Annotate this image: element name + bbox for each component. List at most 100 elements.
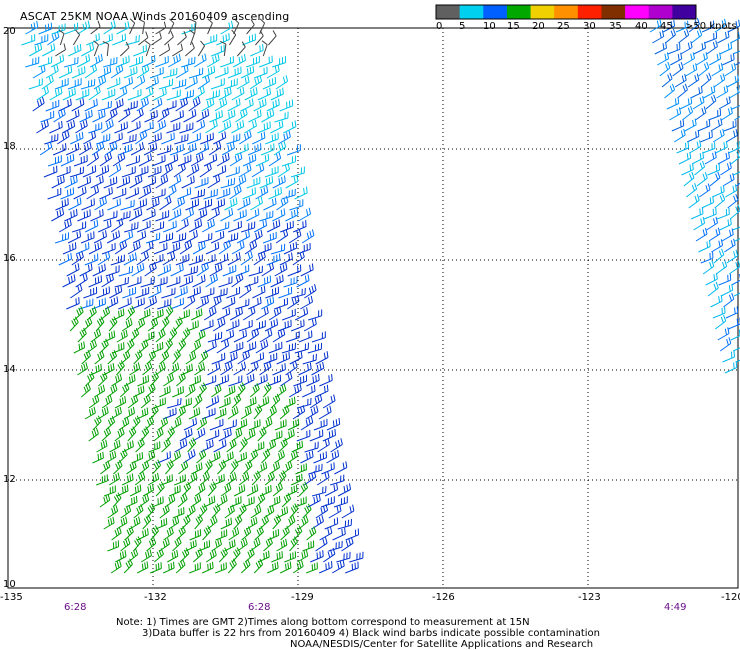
wind-barb: [209, 451, 221, 464]
note-line-1: Note: 1) Times are GMT 2)Times along bot…: [116, 617, 530, 628]
wind-barb: [175, 64, 189, 79]
wind-barb: [231, 547, 241, 563]
wind-barb: [69, 316, 79, 332]
wind-barb: [123, 252, 137, 266]
wind-barb: [66, 109, 80, 123]
wind-barb: [320, 496, 335, 508]
wind-barb: [328, 540, 343, 552]
wind-barb: [39, 140, 53, 156]
wind-barb: [238, 471, 250, 486]
wind-barb: [210, 230, 225, 244]
wind-barb: [216, 33, 230, 46]
wind-barb: [84, 406, 96, 420]
wind-barb: [124, 374, 136, 387]
wind-barb: [171, 232, 187, 244]
wind-barb: [216, 307, 231, 321]
wind-barb: [96, 286, 110, 299]
wind-barb: [112, 187, 127, 200]
wind-barb: [70, 283, 83, 299]
wind-barb: [182, 142, 197, 156]
wind-barb: [306, 562, 318, 574]
wind-barb: [150, 221, 165, 233]
wind-barb: [296, 274, 310, 288]
wind-barb: [153, 397, 166, 409]
wind-barb: [723, 120, 737, 132]
wind-barb: [672, 62, 684, 77]
wind-barb: [266, 98, 280, 112]
wind-barb: [86, 185, 100, 200]
wind-barb: [178, 460, 189, 475]
wind-barb: [229, 496, 242, 508]
wind-barb: [110, 217, 124, 233]
wind-barb: [116, 210, 131, 222]
wind-barb: [229, 152, 243, 167]
wind-barb: [133, 385, 145, 398]
wind-barb: [183, 294, 196, 310]
wind-barb: [125, 338, 135, 354]
wind-barb: [142, 514, 152, 530]
wind-barb: [240, 65, 255, 79]
wind-barb: [255, 306, 269, 321]
wind-barb: [171, 78, 187, 90]
wind-barb: [90, 20, 101, 35]
wind-barb: [125, 305, 136, 321]
wind-barb: [52, 143, 67, 156]
wind-barb: [276, 195, 289, 211]
wind-barb: [263, 537, 273, 552]
wind-barb: [698, 61, 710, 77]
wind-barb: [272, 328, 286, 343]
wind-barb: [183, 449, 196, 464]
wind-barb: [189, 529, 202, 541]
wind-barb: [209, 110, 223, 123]
wind-barb: [268, 495, 281, 508]
wind-barb: [101, 273, 114, 288]
wind-barb: [281, 188, 296, 200]
legend-label-40: 40: [635, 21, 648, 32]
wind-barb: [296, 397, 312, 409]
wind-barb: [146, 503, 156, 519]
wind-barb: [721, 228, 734, 242]
wind-barb: [270, 87, 284, 101]
wind-barb: [54, 78, 69, 90]
wind-barb: [205, 119, 218, 134]
wind-barb: [255, 339, 269, 354]
wind-barb: [162, 561, 175, 574]
wind-barb: [716, 207, 730, 220]
wind-barb: [199, 319, 214, 332]
wind-barb: [112, 33, 126, 46]
wind-barb: [69, 166, 84, 178]
wind-barb: [266, 561, 279, 574]
wind-barb: [713, 248, 725, 264]
wind-barb: [225, 472, 237, 486]
lon-label-129: -129: [291, 592, 314, 603]
wind-barb: [218, 428, 232, 442]
wind-barb: [170, 450, 181, 464]
wind-barb: [162, 251, 176, 266]
wind-barb: [64, 56, 79, 68]
wind-barb: [118, 107, 131, 123]
wind-barb: [730, 329, 740, 341]
wind-barb: [184, 230, 198, 244]
wind-barb: [203, 495, 216, 508]
wind-barb: [127, 121, 141, 134]
wind-barb: [197, 40, 206, 57]
wind-barb: [183, 109, 197, 123]
wind-barb: [287, 264, 302, 277]
wind-barb: [194, 177, 209, 189]
wind-barb: [168, 208, 182, 222]
wind-barb: [248, 419, 261, 431]
wind-barb: [168, 485, 181, 497]
wind-barb: [97, 100, 112, 112]
wind-barb: [157, 416, 169, 431]
wind-barb: [159, 504, 170, 519]
wind-barb: [257, 396, 270, 409]
legend-label-35: 35: [609, 21, 622, 32]
wind-barb: [279, 99, 294, 112]
wind-barb: [155, 174, 169, 189]
wind-barb: [158, 232, 174, 244]
wind-barb: [272, 175, 286, 189]
wind-barb: [94, 384, 106, 398]
wind-barb: [145, 383, 156, 398]
wind-barb: [155, 328, 166, 343]
wind-barb: [200, 132, 214, 145]
